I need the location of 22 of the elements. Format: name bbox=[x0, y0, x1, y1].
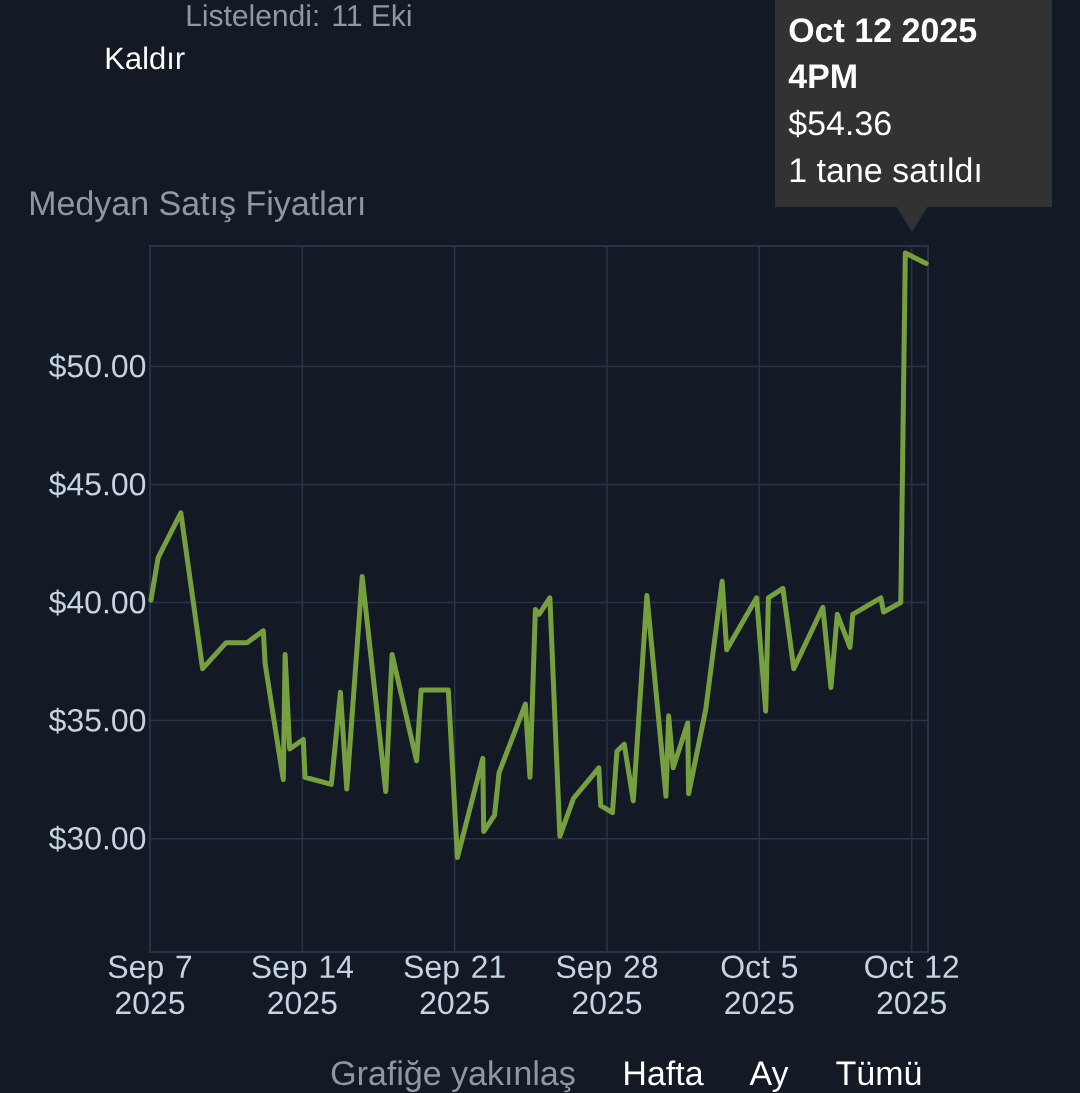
x-tick-label: Sep 7 2025 bbox=[108, 955, 192, 1015]
text: Kaldır bbox=[106, 46, 185, 70]
y-tick-label: $35.00 bbox=[48, 707, 146, 734]
text: Ay bbox=[749, 1061, 789, 1093]
text: Grafiğe yakınlaş bbox=[331, 1059, 575, 1093]
text: Tümü bbox=[836, 1061, 921, 1086]
x-tick-label: Sep 28 2025 bbox=[556, 955, 658, 1015]
y-tick-label: $45.00 bbox=[48, 471, 146, 498]
text: Oct 12 2025 bbox=[789, 18, 977, 43]
y-tick-label: $30.00 bbox=[48, 825, 146, 852]
text: 4PM bbox=[788, 64, 856, 88]
x-tick-label: Oct 5 2025 bbox=[721, 955, 798, 1015]
x-tick-label: Sep 21 2025 bbox=[404, 955, 505, 1015]
text: Hafta bbox=[625, 1060, 704, 1086]
text: $54.36 bbox=[788, 109, 891, 138]
text: Listelendi: 11 Eki bbox=[187, 4, 411, 27]
x-tick-label: Sep 14 2025 bbox=[252, 955, 353, 1015]
y-tick-label: $50.00 bbox=[48, 353, 146, 380]
x-tick-label: Oct 12 2025 bbox=[865, 955, 959, 1015]
chart-title: Medyan Satış Fiyatları bbox=[30, 190, 364, 223]
y-tick-label: $40.00 bbox=[48, 589, 146, 616]
text: 1 tane satıldı bbox=[790, 157, 980, 183]
